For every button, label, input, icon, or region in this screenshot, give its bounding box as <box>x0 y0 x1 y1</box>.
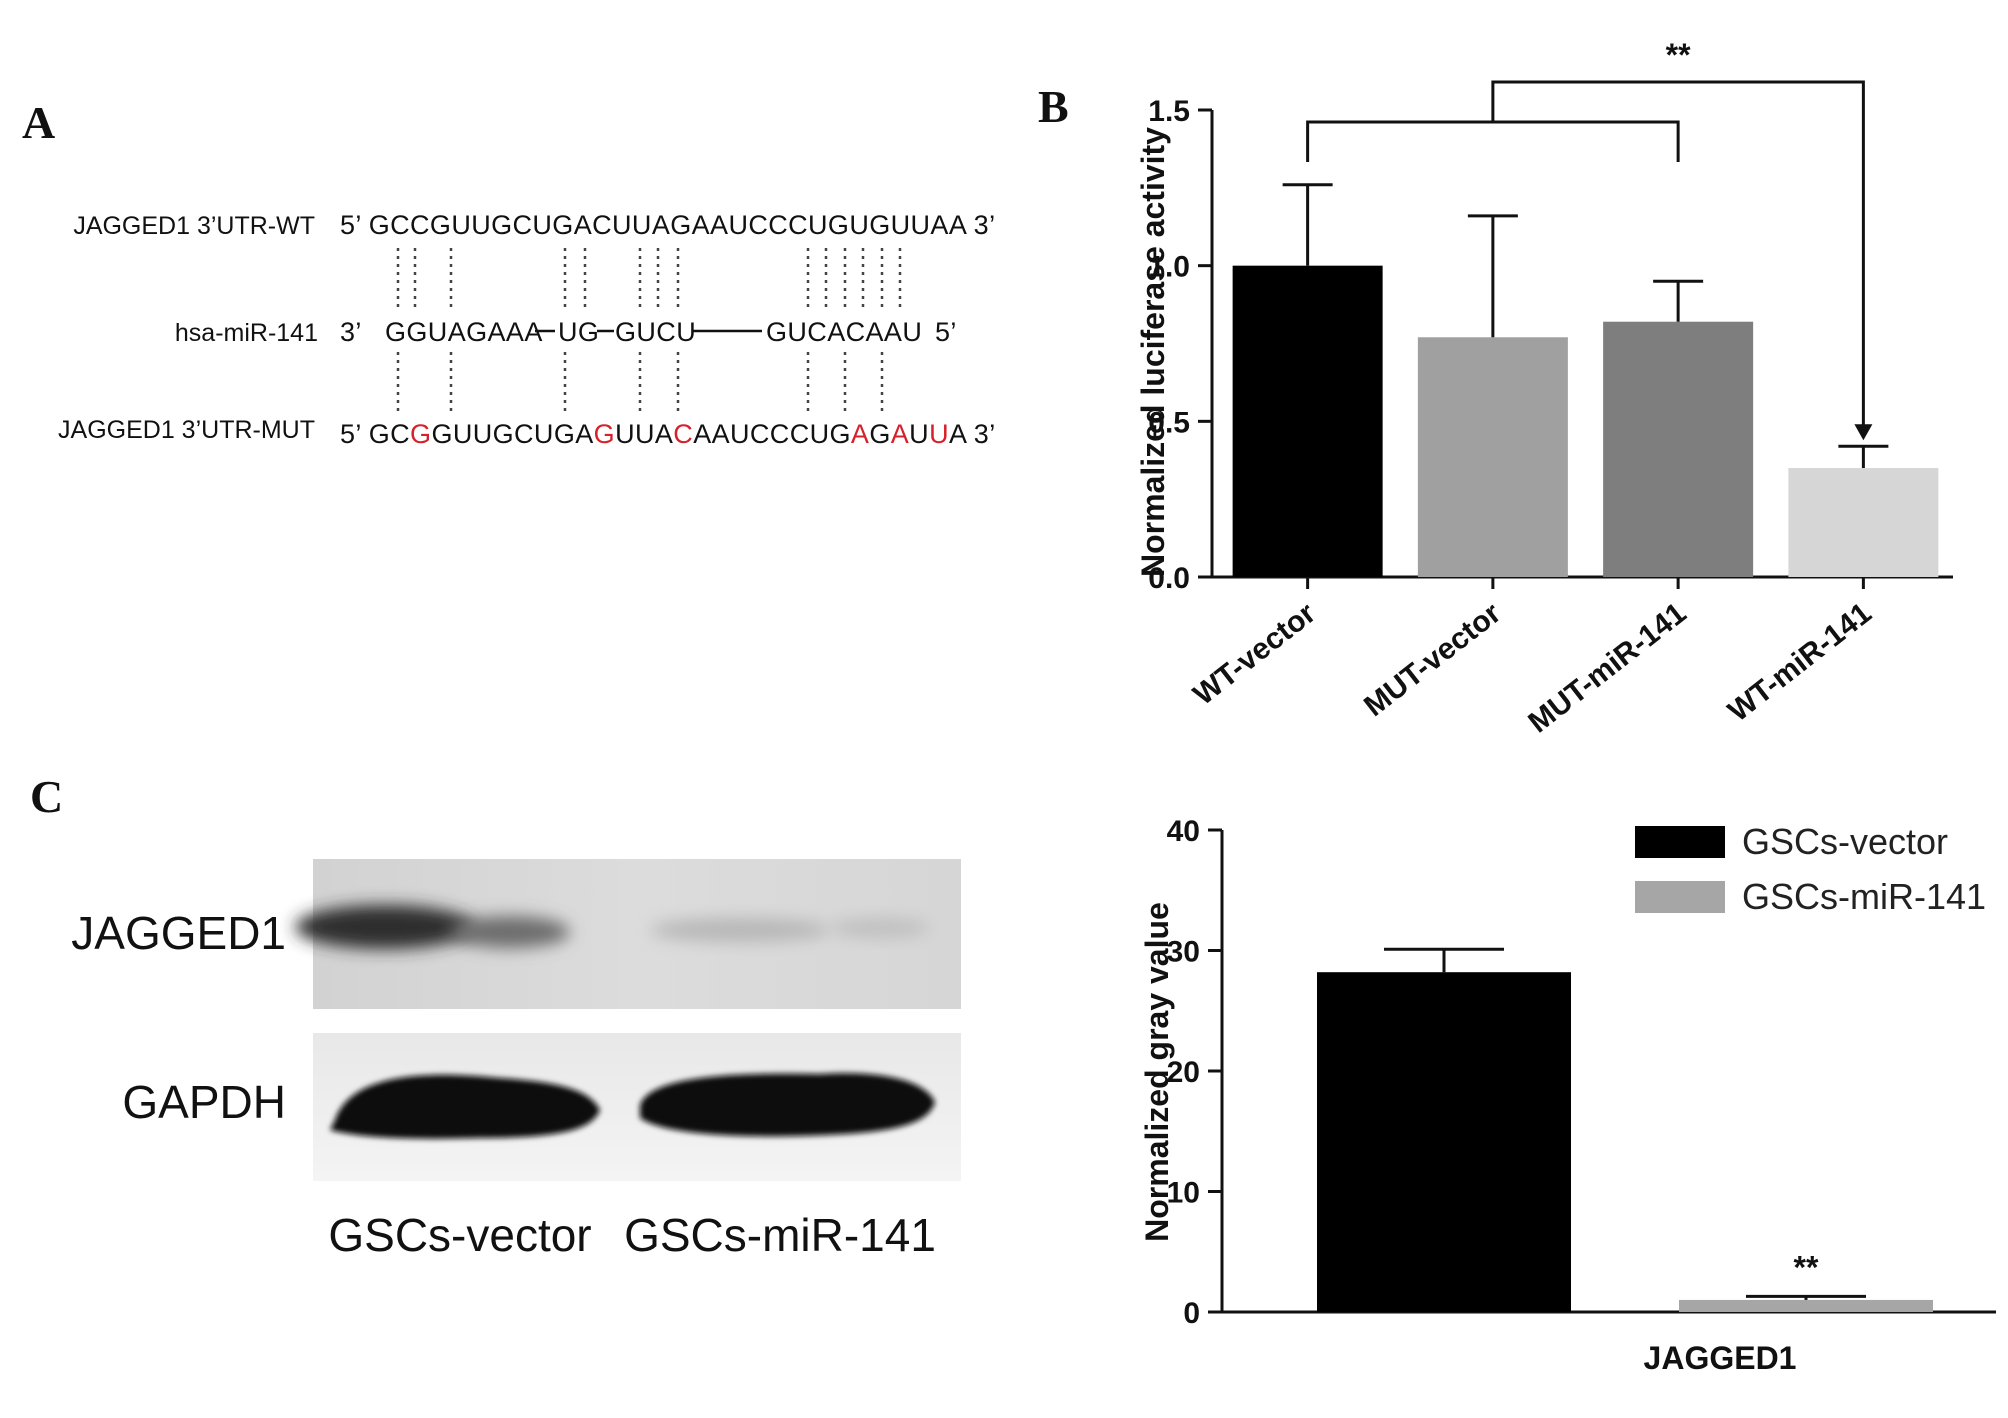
chart-b: 0.0 0.5 1.0 1.5 WT-vector MUT-vector MUT-miR-1… <box>1148 37 1953 740</box>
mut-seq-segment: A <box>949 419 967 449</box>
mut-seq-mutated-base: A <box>851 419 869 449</box>
chart-b-y-tick-label: 0.0 <box>1148 562 1190 595</box>
chart-b-bar <box>1603 321 1754 577</box>
mut-seq-mutated-base: G <box>410 419 431 449</box>
panel-c-chart: Normalized gray value JAGGED1 0 10 20 30 40 *… <box>1139 815 1996 1376</box>
chart-b-significance-label: ** <box>1666 37 1691 73</box>
chart-b-y-axis-title: Normalized luciferase activity <box>1135 127 1171 577</box>
panel-a: A JAGGED1 3’UTR-WT 5’ GCCGUUGCUGACUUAGAA… <box>22 97 996 449</box>
mut-sequence: 5’ GCGGUUGCUGAGUUACAAUCCCUGAGAUUA 3’ <box>340 419 996 449</box>
chart-b-category-label: WT-vector <box>1187 596 1322 711</box>
jagged1-band-vector <box>295 905 475 949</box>
mut-seq-segment: AAUCCCUG <box>693 419 851 449</box>
mut-seq-segment: G <box>869 419 890 449</box>
mir-seq-label: hsa-miR-141 <box>175 319 318 347</box>
gapdh-band-vector <box>330 1074 600 1139</box>
mir-part-3: GUCU <box>615 317 696 347</box>
wt-seq-label: JAGGED1 3’UTR-WT <box>73 212 315 240</box>
chart-b-y-tick-label: 1.5 <box>1148 95 1190 128</box>
panel-a-letter: A <box>22 97 55 148</box>
chart-c-y-axis-title: Normalized gray value <box>1139 902 1175 1242</box>
chart-c-legend: GSCs-vector GSCs-miR-141 <box>1635 821 1986 917</box>
mir-three-end: 5’ <box>935 317 957 347</box>
mut-seq-segment: GUUGCUGA <box>431 419 593 449</box>
chart-b-sig-bracket-lower <box>1306 120 1680 162</box>
chart-c-significance-label: ** <box>1794 1249 1819 1285</box>
mir-part-2: UG <box>558 317 599 347</box>
chart-b-bar <box>1417 337 1568 577</box>
chart-c-x-axis-title: JAGGED1 <box>1644 1340 1797 1376</box>
chart-c-bar <box>1679 1299 1933 1312</box>
legend-swatch-mir141 <box>1635 881 1725 913</box>
western-blot: JAGGED1 GAPDH GSCs-vector GSCs-miR-141 <box>71 859 961 1261</box>
mir-part-4: GUCACAAU <box>766 317 922 347</box>
chart-b-category-label: MUT-miR-141 <box>1522 597 1692 740</box>
mut-seq-segment: UUA <box>615 419 673 449</box>
blot-lane-label-vector: GSCs-vector <box>328 1209 591 1261</box>
chart-b-y-tick-label: 1.0 <box>1148 251 1190 284</box>
chart-b-y-tick-label: 0.5 <box>1148 406 1190 439</box>
wt-sequence: 5’ GCCGUUGCUGACUUAGAAUCCCUGUGUUAA 3’ <box>340 210 995 240</box>
mut-seq-mutated-base: U <box>929 419 949 449</box>
panel-b-letter: B <box>1038 81 1069 132</box>
chart-c-y-tick-label: 40 <box>1167 815 1200 848</box>
chart-c-bar <box>1317 972 1571 1312</box>
mut-seq-prefix: 5’ <box>340 419 369 449</box>
chart-c-y-tick-label: 10 <box>1167 1177 1200 1210</box>
blot-lane-label-mir141: GSCs-miR-141 <box>624 1209 936 1261</box>
chart-b-sig-bracket-upper <box>1491 80 1865 433</box>
panel-b: B Normalized luciferase activity 0.0 0.5 1… <box>1038 37 1953 740</box>
mut-seq-segment: U <box>909 419 929 449</box>
chart-b-category-label: WT-miR-141 <box>1722 597 1878 729</box>
jagged1-band-vector-tail <box>450 916 570 948</box>
base-pairing-lines <box>396 248 902 415</box>
mir-part-1: GGUAGAAA <box>385 317 543 347</box>
legend-label-vector: GSCs-vector <box>1742 821 1948 862</box>
legend-swatch-vector <box>1635 826 1725 858</box>
chart-b-bar <box>1232 265 1383 577</box>
jagged1-band-mir141-tail <box>830 918 930 938</box>
chart-c-y-tick-label: 20 <box>1167 1056 1200 1089</box>
mut-seq-suffix: 3’ <box>966 419 996 449</box>
chart-c-y-tick-label: 30 <box>1167 936 1200 969</box>
gapdh-band-mir141 <box>640 1073 935 1137</box>
legend-label-mir141: GSCs-miR-141 <box>1742 876 1986 917</box>
chart-b-bar <box>1788 468 1939 577</box>
chart-c: 0 10 20 30 40 ** <box>1167 815 1996 1330</box>
blot-row-label-jagged1: JAGGED1 <box>71 907 286 959</box>
chart-c-y-tick-label: 0 <box>1183 1297 1200 1330</box>
panel-c: C JAGGED1 GAPDH GSCs-vector GSCs-miR-141 <box>30 771 961 1261</box>
mut-seq-mutated-base: G <box>594 419 615 449</box>
jagged1-band-mir141 <box>650 918 830 942</box>
chart-b-sig-arrowhead <box>1854 424 1873 441</box>
blot-row-label-gapdh: GAPDH <box>122 1076 286 1128</box>
mut-seq-segment: GC <box>369 419 410 449</box>
mut-seq-mutated-base: A <box>891 419 909 449</box>
mir-five-end: 3’ <box>340 317 362 347</box>
chart-b-category-label: MUT-vector <box>1358 596 1507 723</box>
panel-c-letter: C <box>30 771 63 822</box>
mut-seq-label: JAGGED1 3’UTR-MUT <box>58 416 315 444</box>
mir-sequence: 3’ GGUAGAAA UG GUCU GUCACAAU 5’ <box>340 317 957 347</box>
mut-seq-mutated-base: C <box>673 419 693 449</box>
